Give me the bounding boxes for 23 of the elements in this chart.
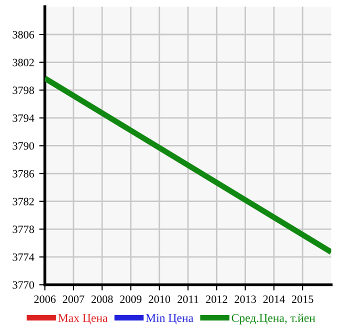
x-tick-label: 2013 [234,295,256,303]
y-tick-label: 3794 [12,114,34,122]
x-tick-label: 2010 [148,295,170,303]
y-tick-label: 3802 [12,58,34,66]
y-tick-label: 3798 [12,86,34,94]
x-tick-label: 2011 [178,295,198,303]
x-tick-label: 2012 [206,295,228,303]
y-tick-label: 3770 [12,281,34,289]
x-tick-label: 2006 [34,295,56,303]
y-tick-label: 3790 [12,142,34,150]
legend-label: Min Цена [146,314,194,324]
x-tick-label: 2014 [263,295,285,303]
y-tick-label: 3786 [12,170,34,178]
x-tick-label: 2015 [292,295,314,303]
y-tick-label: 3806 [12,30,34,38]
x-tick-label: 2009 [120,295,142,303]
y-tick-label: 3782 [12,198,34,206]
x-tick-label: 2008 [91,295,113,303]
y-tick-label: 3778 [12,226,34,234]
x-tick-label: 2007 [62,295,84,303]
legend-label: Max Цена [58,314,108,324]
legend-label: Сред.Цена, т.йен [232,314,316,324]
y-tick-label: 3774 [12,253,34,261]
